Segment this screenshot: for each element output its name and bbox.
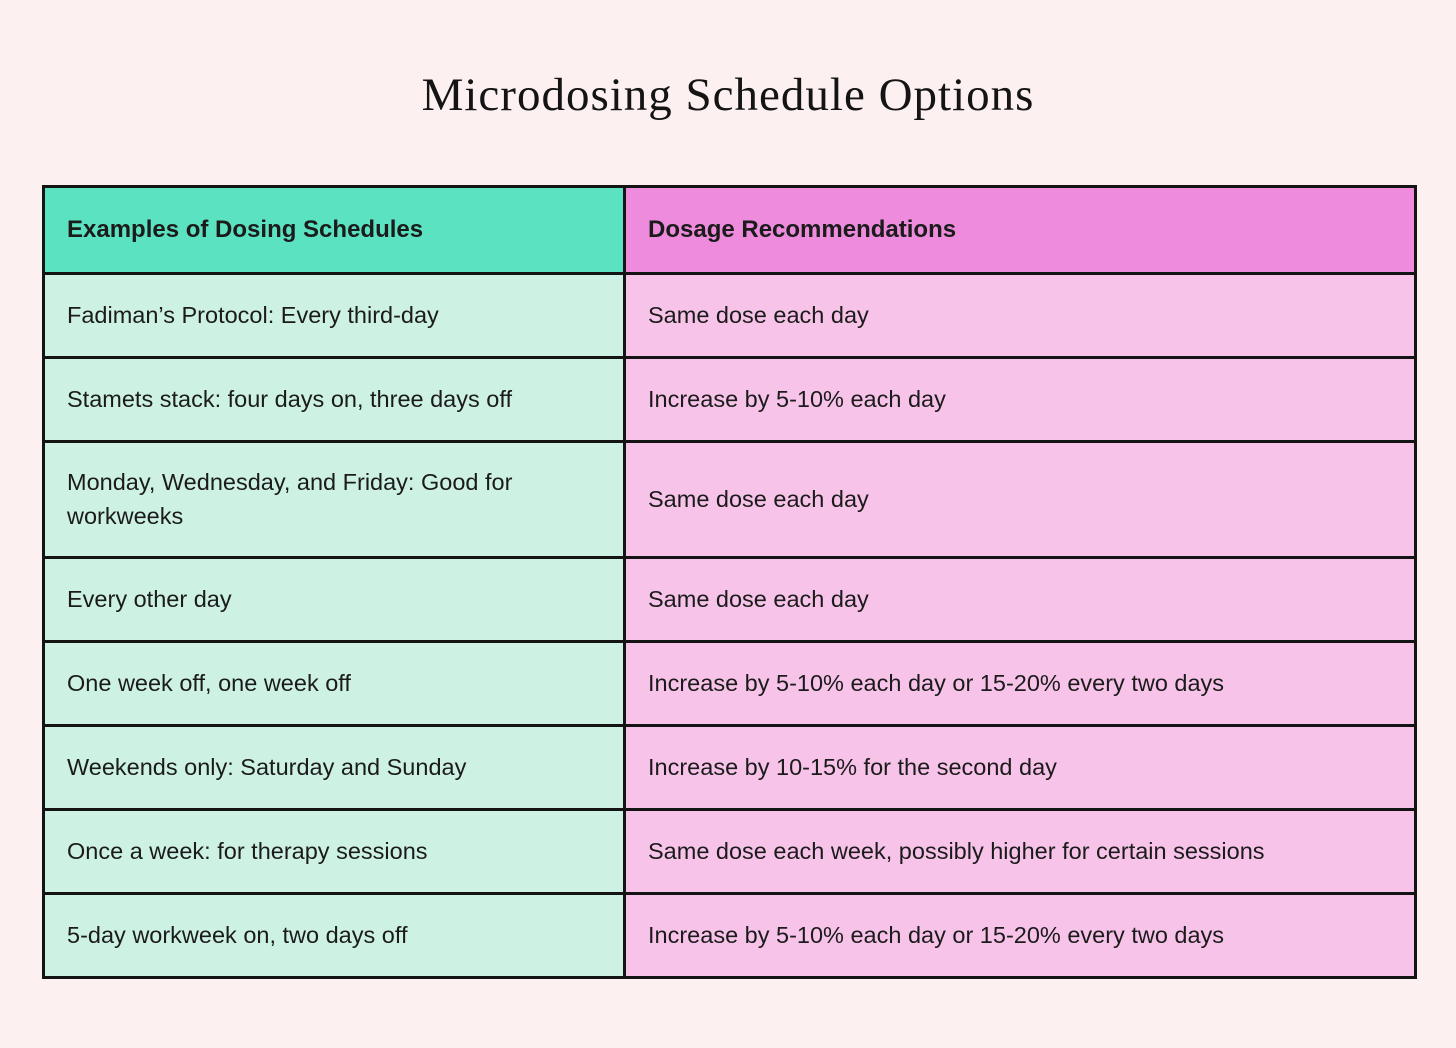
dosage-cell: Same dose each week, possibly higher for…: [623, 808, 1417, 895]
dosage-cell: Same dose each day: [623, 272, 1417, 359]
table-header: Examples of Dosing Schedules Dosage Reco…: [42, 185, 1417, 275]
table-body: Fadiman’s Protocol: Every third-day Same…: [42, 272, 1417, 979]
dosage-cell: Increase by 5-10% each day: [623, 356, 1417, 443]
schedule-cell: Weekends only: Saturday and Sunday: [42, 724, 626, 811]
dosage-cell: Same dose each day: [623, 440, 1417, 559]
dosage-cell: Increase by 5-10% each day or 15-20% eve…: [623, 640, 1417, 727]
table-row: Every other day Same dose each day: [42, 556, 1417, 643]
table-row: Stamets stack: four days on, three days …: [42, 356, 1417, 443]
column-header-dosage: Dosage Recommendations: [623, 185, 1417, 275]
schedule-cell: Stamets stack: four days on, three days …: [42, 356, 626, 443]
dosage-cell: Increase by 5-10% each day or 15-20% eve…: [623, 892, 1417, 979]
page-title: Microdosing Schedule Options: [421, 69, 1035, 121]
header-row: Examples of Dosing Schedules Dosage Reco…: [42, 185, 1417, 275]
table-row: Weekends only: Saturday and Sunday Incre…: [42, 724, 1417, 811]
table-row: Monday, Wednesday, and Friday: Good for …: [42, 440, 1417, 559]
column-header-schedules: Examples of Dosing Schedules: [42, 185, 626, 275]
schedule-cell: Monday, Wednesday, and Friday: Good for …: [42, 440, 626, 559]
dosage-cell: Same dose each day: [623, 556, 1417, 643]
table-row: Once a week: for therapy sessions Same d…: [42, 808, 1417, 895]
dosage-cell: Increase by 10-15% for the second day: [623, 724, 1417, 811]
schedule-cell: Once a week: for therapy sessions: [42, 808, 626, 895]
schedule-cell: Every other day: [42, 556, 626, 643]
microdosing-schedule-table: Examples of Dosing Schedules Dosage Reco…: [42, 185, 1417, 979]
table-row: 5-day workweek on, two days off Increase…: [42, 892, 1417, 979]
schedule-cell: Fadiman’s Protocol: Every third-day: [42, 272, 626, 359]
table-row: Fadiman’s Protocol: Every third-day Same…: [42, 272, 1417, 359]
schedule-cell: One week off, one week off: [42, 640, 626, 727]
table-row: One week off, one week off Increase by 5…: [42, 640, 1417, 727]
schedule-cell: 5-day workweek on, two days off: [42, 892, 626, 979]
